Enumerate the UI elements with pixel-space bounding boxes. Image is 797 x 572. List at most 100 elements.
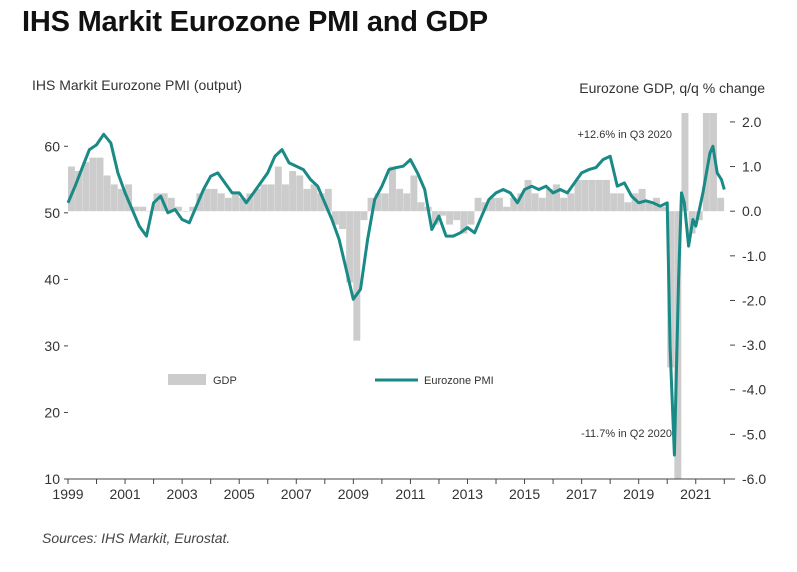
gdp-bar <box>210 188 218 212</box>
gdp-bar <box>239 197 247 212</box>
right-tick-label: 0.0 <box>742 203 762 219</box>
gdp-bar <box>453 211 461 221</box>
gdp-bar <box>367 197 375 212</box>
gdp-bar <box>717 197 725 212</box>
left-axis-label: IHS Markit Eurozone PMI (output) <box>32 77 243 93</box>
gdp-bar <box>667 211 675 368</box>
gdp-bar <box>353 211 361 341</box>
annotation-q3-2020: +12.6% in Q3 2020 <box>578 129 673 141</box>
gdp-bar <box>310 184 318 212</box>
source-note: Sources: IHS Markit, Eurostat. <box>42 530 231 546</box>
gdp-bar <box>324 188 332 212</box>
gdp-bar <box>153 193 161 212</box>
left-tick-label: 30 <box>44 338 60 354</box>
gdp-bar <box>96 157 104 212</box>
gdp-bar <box>217 193 225 212</box>
gdp-bar <box>431 211 439 225</box>
pmi-line <box>66 132 726 457</box>
gdp-bar <box>317 193 325 212</box>
gdp-bar <box>339 211 347 230</box>
gdp-bar <box>510 197 518 212</box>
x-tick-label: 2019 <box>623 486 654 502</box>
gdp-bar <box>488 197 496 212</box>
x-tick-label: 1999 <box>52 486 83 502</box>
gdp-bar <box>103 175 111 212</box>
gdp-bar <box>631 193 639 212</box>
gdp-bar <box>438 211 446 216</box>
tick-labels: 10 20 30 40 50 60 -6.0 -5.0 -4.0 -3.0 -2.0 -1.0 0.0 1… <box>44 114 766 502</box>
gdp-bar <box>260 184 268 212</box>
gdp-bar <box>110 184 118 212</box>
gdp-bar <box>467 211 475 225</box>
legend-gdp-label: GDP <box>213 375 237 387</box>
gdp-bar <box>175 206 182 212</box>
page-title: IHS Markit Eurozone PMI and GDP <box>22 6 488 38</box>
gdp-bar <box>503 206 511 212</box>
gdp-bar <box>531 193 539 212</box>
gdp-bar <box>196 193 204 212</box>
right-tick-label: 1.0 <box>742 159 762 175</box>
gdp-bar <box>603 179 610 212</box>
gdp-bar <box>117 188 125 212</box>
left-tick-label: 20 <box>44 404 60 420</box>
legend-gdp-swatch <box>168 374 206 385</box>
axes <box>64 121 735 484</box>
right-axis-label: Eurozone GDP, q/q % change <box>579 80 765 96</box>
gdp-bar <box>710 113 717 212</box>
x-tick-label: 2007 <box>281 486 312 502</box>
gdp-bar <box>474 197 482 212</box>
x-tick-label: 2017 <box>566 486 597 502</box>
gdp-bar <box>574 179 582 212</box>
gdp-bar <box>274 166 282 212</box>
gdp-bar <box>581 179 589 212</box>
right-tick-label: -4.0 <box>742 382 766 398</box>
gdp-bar <box>517 193 525 212</box>
x-tick-label: 2021 <box>680 486 711 502</box>
gdp-bar <box>681 113 689 212</box>
gdp-bar <box>588 179 596 212</box>
gdp-bar <box>289 171 297 212</box>
left-tick-label: 50 <box>44 205 60 221</box>
right-tick-label: -2.0 <box>742 292 766 308</box>
gdp-bar <box>282 184 289 212</box>
gdp-bar <box>182 211 190 212</box>
gdp-bar <box>139 206 147 212</box>
left-tick-label: 40 <box>44 271 60 287</box>
gdp-bar <box>203 188 211 212</box>
gdp-bar <box>553 184 561 212</box>
gdp-bar <box>524 179 532 212</box>
gdp-bar <box>396 188 404 212</box>
x-tick-label: 2005 <box>224 486 255 502</box>
gdp-bar <box>538 197 546 212</box>
gdp-bar <box>638 188 646 212</box>
gdp-bar <box>624 202 632 212</box>
gdp-bar <box>567 193 575 212</box>
gdp-bar <box>545 188 553 212</box>
legend: GDP Eurozone PMI <box>168 374 494 387</box>
left-tick-label: 60 <box>44 138 60 154</box>
gdp-bar <box>224 197 232 212</box>
gdp-bar <box>346 211 354 283</box>
right-tick-label: 2.0 <box>742 114 762 130</box>
gdp-bar <box>75 171 83 212</box>
gdp-bar <box>660 206 668 212</box>
x-tick-label: 2003 <box>167 486 198 502</box>
gdp-bar <box>645 202 653 212</box>
x-tick-label: 2001 <box>109 486 140 502</box>
gdp-bar <box>146 211 154 212</box>
gdp-bar <box>68 166 75 212</box>
gdp-bar <box>389 166 396 212</box>
x-tick-label: 2013 <box>452 486 483 502</box>
gdp-bar <box>167 197 175 212</box>
gdp-bar <box>360 211 368 221</box>
gdp-bar <box>132 206 140 212</box>
gdp-bar <box>374 193 382 212</box>
gdp-bar <box>595 179 603 212</box>
right-tick-label: -1.0 <box>742 248 766 264</box>
gdp-bar <box>610 193 618 212</box>
gdp-bar <box>189 206 197 212</box>
gdp-bar <box>303 188 311 212</box>
legend-pmi-label: Eurozone PMI <box>424 375 494 387</box>
gdp-bar <box>403 193 411 212</box>
gdp-bar <box>410 175 418 212</box>
